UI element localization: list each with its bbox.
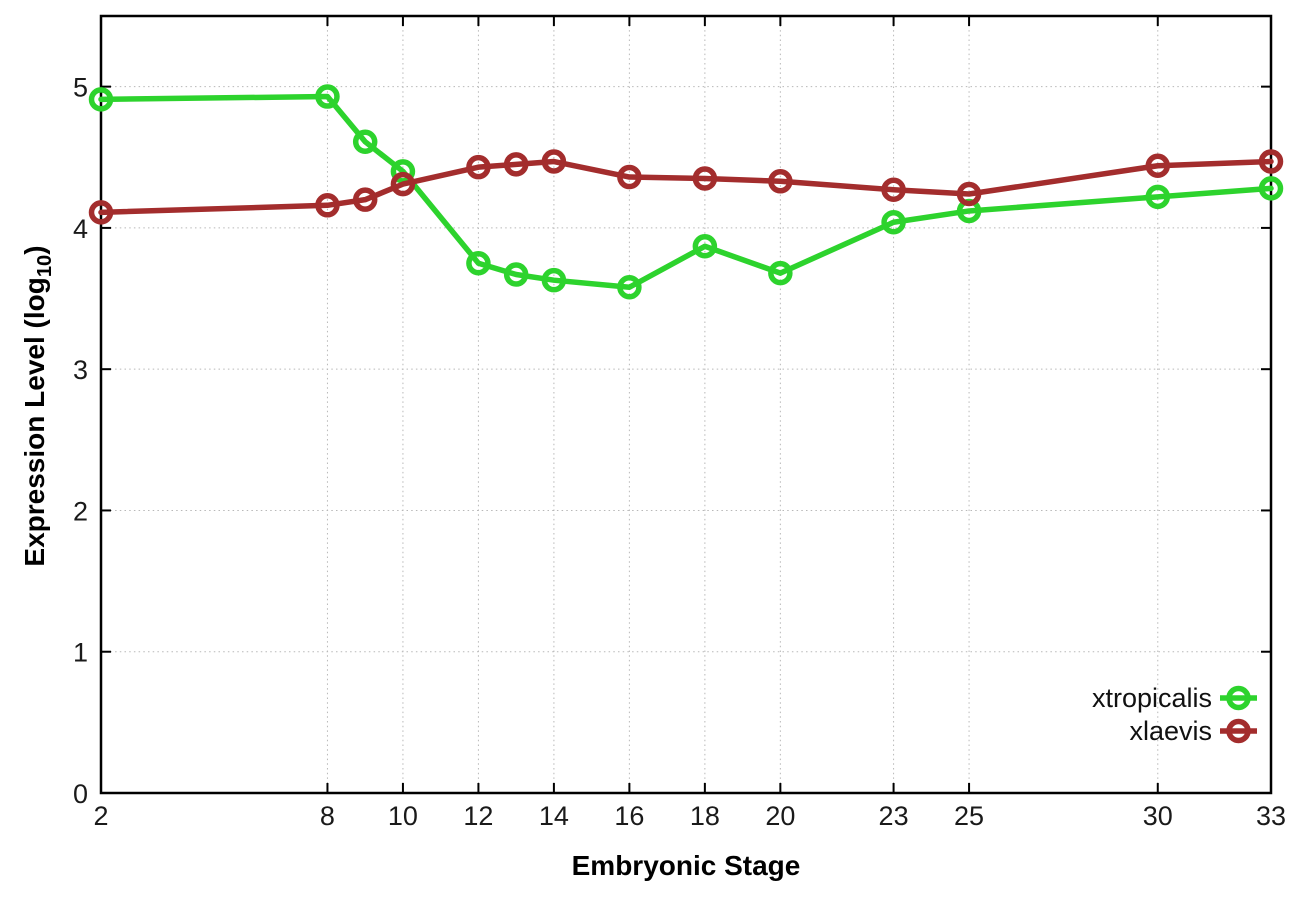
series-marker-xlaevis (352, 187, 378, 212)
series-marker-xlaevis (466, 154, 491, 180)
series-marker-xtropicalis (390, 159, 416, 184)
series-marker-xtropicalis (466, 250, 491, 276)
y-tick-label: 3 (73, 355, 88, 385)
series-marker-xlaevis (768, 169, 793, 194)
legend-sample-marker-xlaevis (1226, 718, 1251, 744)
series-marker-xtropicalis (352, 129, 378, 154)
series-marker-xtropicalis (541, 267, 567, 293)
x-tick-label: 16 (614, 801, 644, 831)
x-tick-label: 20 (765, 801, 795, 831)
x-tick-label: 18 (690, 801, 720, 831)
series-marker-xlaevis (390, 171, 416, 197)
series-marker-xtropicalis (88, 87, 114, 112)
series-marker-xlaevis (881, 177, 906, 203)
y-axis-title-close: ) (19, 245, 51, 255)
y-tick-label: 0 (73, 779, 88, 809)
x-axis-title: Embryonic Stage (571, 850, 801, 881)
series-marker-xlaevis (88, 200, 114, 225)
x-tick-label: 10 (388, 801, 418, 831)
y-axis-title-text: Expression Level (log (19, 277, 51, 567)
y-axis-title: Expression Level (log10) (19, 245, 57, 566)
series-marker-xtropicalis (1258, 176, 1284, 201)
y-tick-label: 4 (73, 214, 88, 244)
x-tick-label: 2 (93, 801, 108, 831)
series-marker-xlaevis (315, 193, 340, 218)
x-tick-label: 33 (1256, 801, 1286, 831)
legend-label-xtropicalis: xtropicalis (1092, 683, 1212, 713)
y-axis-title-subscript: 10 (33, 254, 56, 278)
series-marker-xlaevis (541, 149, 567, 174)
series-marker-xtropicalis (1145, 184, 1171, 210)
series-line-xtropicalis (98, 93, 1274, 290)
series-marker-xlaevis (692, 166, 718, 191)
series-marker-xtropicalis (768, 260, 793, 286)
series-line-xlaevis (98, 158, 1274, 216)
y-tick-label: 2 (73, 496, 88, 526)
legend-label-xlaevis: xlaevis (1129, 716, 1212, 746)
x-tick-label: 23 (879, 801, 909, 831)
x-tick-label: 12 (463, 801, 493, 831)
x-tick-label: 30 (1143, 801, 1173, 831)
series-marker-xtropicalis (503, 262, 529, 287)
legend-sample-marker-xtropicalis (1226, 685, 1251, 711)
series-marker-xlaevis (1145, 153, 1171, 178)
series-marker-xlaevis (1258, 149, 1284, 174)
y-tick-label: 1 (73, 638, 88, 668)
plot-border (99, 14, 1273, 795)
series-marker-xtropicalis (881, 210, 906, 235)
x-tick-label: 25 (954, 801, 984, 831)
x-tick-label: 14 (539, 801, 569, 831)
series-marker-xlaevis (503, 152, 529, 177)
x-tick-label: 8 (320, 801, 335, 831)
series-marker-xtropicalis (692, 234, 718, 259)
series-marker-xtropicalis (315, 84, 340, 109)
series-marker-xlaevis (617, 164, 642, 190)
series-marker-xlaevis (956, 181, 982, 207)
series-marker-xtropicalis (617, 274, 642, 300)
y-tick-label: 5 (73, 73, 88, 103)
